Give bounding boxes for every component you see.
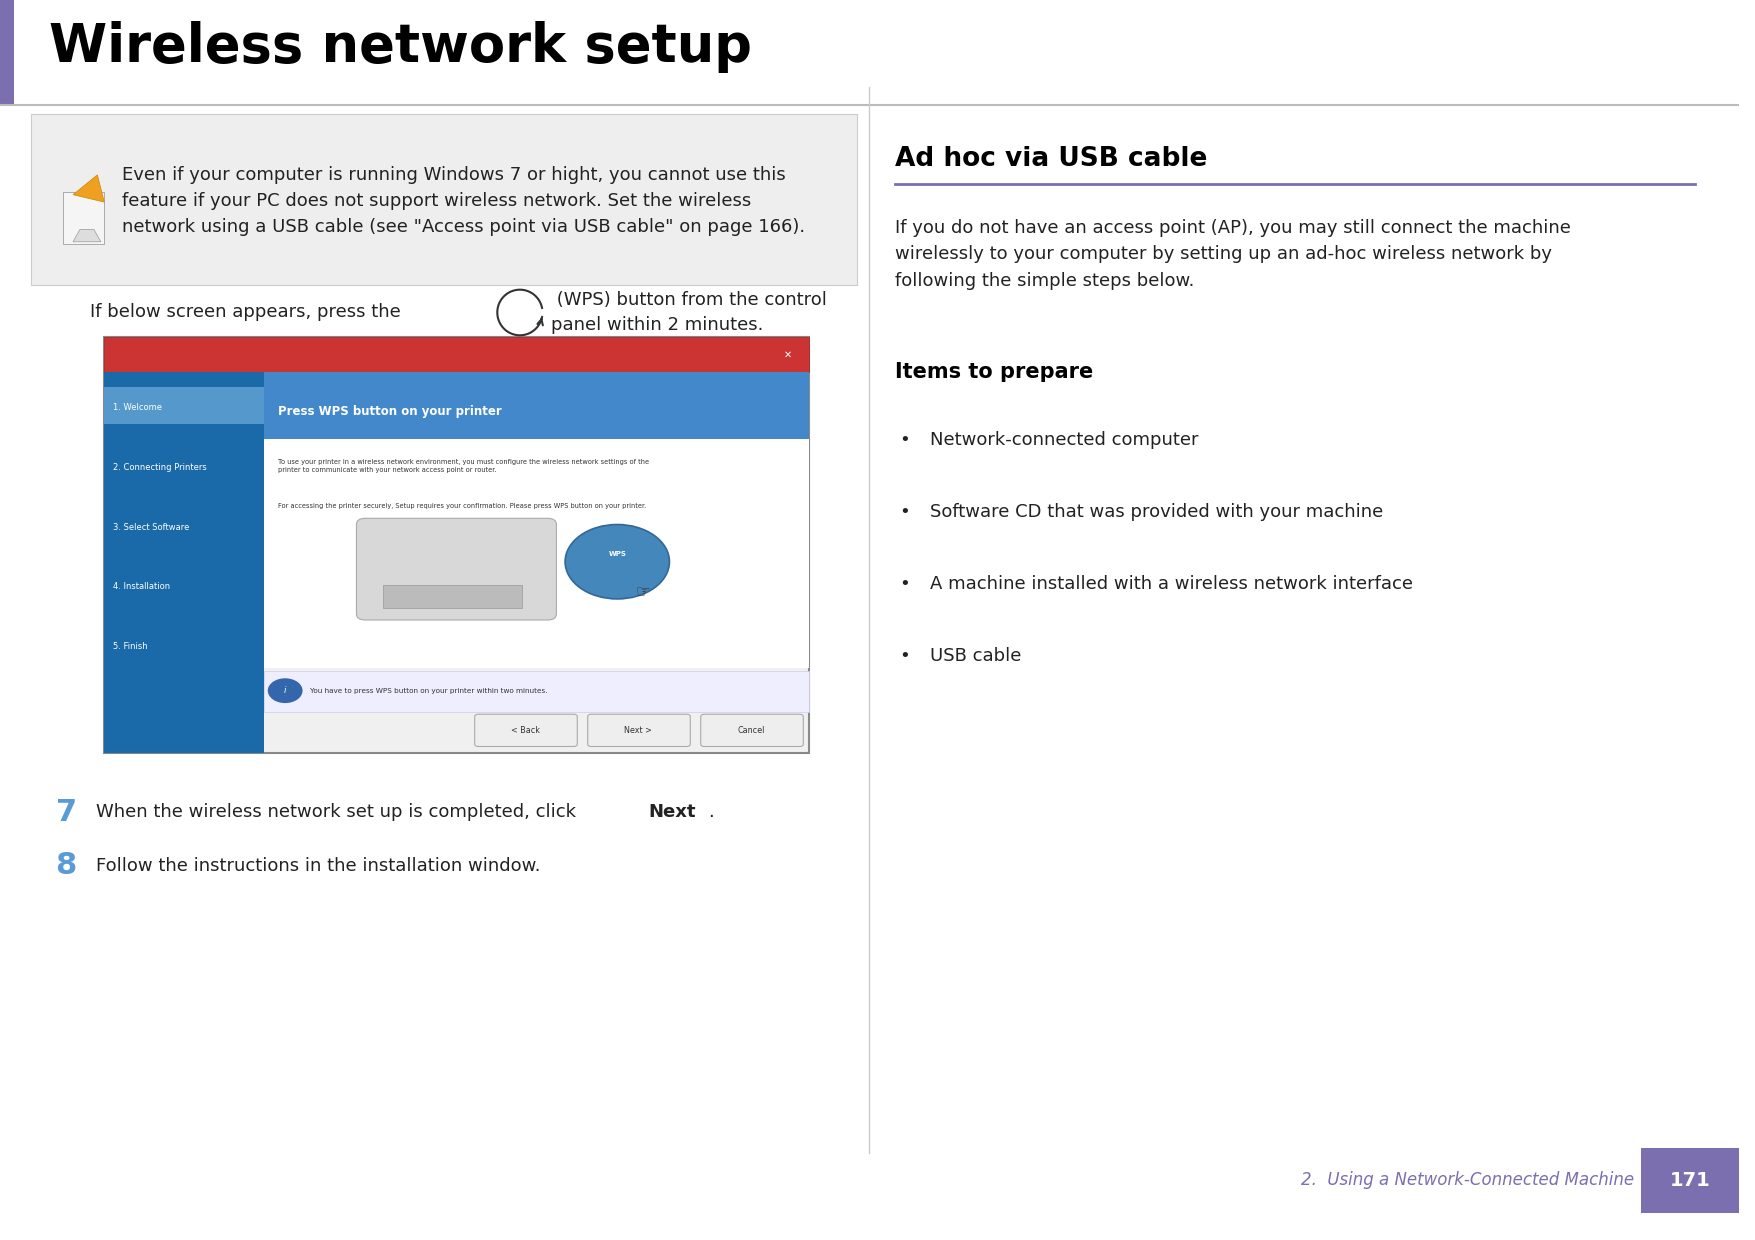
Circle shape — [565, 525, 669, 599]
Text: ✕: ✕ — [783, 350, 792, 360]
FancyBboxPatch shape — [32, 114, 856, 285]
Circle shape — [269, 678, 302, 703]
Text: You have to press WPS button on your printer within two minutes.: You have to press WPS button on your pri… — [309, 688, 548, 693]
Text: •: • — [899, 503, 909, 521]
Text: Next >: Next > — [625, 725, 653, 735]
Text: 5. Finish: 5. Finish — [112, 641, 147, 651]
Text: 1. Welcome: 1. Welcome — [112, 403, 161, 413]
Text: 4. Installation: 4. Installation — [112, 582, 170, 591]
FancyBboxPatch shape — [104, 372, 265, 753]
Text: 8: 8 — [56, 851, 77, 880]
Text: Press WPS button on your printer: Press WPS button on your printer — [279, 405, 502, 418]
Polygon shape — [74, 175, 104, 202]
Text: < Back: < Back — [511, 725, 539, 735]
FancyBboxPatch shape — [474, 714, 577, 746]
FancyBboxPatch shape — [265, 372, 809, 439]
FancyBboxPatch shape — [104, 387, 265, 424]
Text: Next: Next — [649, 804, 697, 821]
FancyBboxPatch shape — [0, 0, 14, 105]
FancyBboxPatch shape — [1641, 1148, 1739, 1213]
Text: 2. Connecting Printers: 2. Connecting Printers — [112, 463, 207, 472]
Text: Wireless network setup: Wireless network setup — [49, 21, 751, 73]
Text: (WPS) button from the control
panel within 2 minutes.: (WPS) button from the control panel with… — [551, 290, 827, 335]
Text: •: • — [899, 575, 909, 593]
Text: 3. Select Software: 3. Select Software — [112, 522, 190, 532]
Text: Network-connected computer: Network-connected computer — [930, 432, 1199, 449]
Text: •: • — [899, 647, 909, 665]
Text: To use your printer in a wireless network environment, you must configure the wi: To use your printer in a wireless networ… — [279, 459, 649, 472]
FancyBboxPatch shape — [356, 518, 556, 620]
Text: .: . — [707, 804, 714, 821]
Text: If below screen appears, press the: If below screen appears, press the — [91, 304, 407, 321]
Text: When the wireless network set up is completed, click: When the wireless network set up is comp… — [95, 804, 581, 821]
Text: Cancel: Cancel — [737, 725, 765, 735]
Text: Ad hoc via USB cable: Ad hoc via USB cable — [895, 146, 1207, 171]
Text: •: • — [899, 432, 909, 449]
Text: If you do not have an access point (AP), you may still connect the machine
wirel: If you do not have an access point (AP),… — [895, 218, 1571, 290]
Text: 7: 7 — [56, 797, 77, 827]
FancyBboxPatch shape — [588, 714, 690, 746]
FancyBboxPatch shape — [63, 192, 104, 244]
FancyBboxPatch shape — [265, 671, 809, 712]
FancyBboxPatch shape — [104, 337, 809, 372]
Text: Even if your computer is running Windows 7 or hight, you cannot use this
feature: Even if your computer is running Windows… — [121, 166, 806, 236]
Text: WPS: WPS — [609, 552, 627, 557]
Text: Items to prepare: Items to prepare — [895, 362, 1093, 382]
Text: 171: 171 — [1669, 1171, 1711, 1190]
Text: For accessing the printer securely, Setup requires your confirmation. Please pre: For accessing the printer securely, Setu… — [279, 503, 646, 510]
Text: Software CD that was provided with your machine: Software CD that was provided with your … — [930, 503, 1383, 521]
FancyBboxPatch shape — [104, 337, 809, 753]
Text: Follow the instructions in the installation window.: Follow the instructions in the installat… — [95, 857, 541, 874]
Polygon shape — [74, 229, 100, 242]
Text: i: i — [284, 686, 286, 696]
Text: A machine installed with a wireless network interface: A machine installed with a wireless netw… — [930, 575, 1413, 593]
FancyBboxPatch shape — [700, 714, 804, 746]
Text: ☞: ☞ — [635, 584, 651, 601]
FancyBboxPatch shape — [383, 585, 521, 608]
FancyBboxPatch shape — [265, 439, 809, 668]
Text: 2.  Using a Network-Connected Machine: 2. Using a Network-Connected Machine — [1302, 1172, 1634, 1189]
Text: USB cable: USB cable — [930, 647, 1021, 665]
